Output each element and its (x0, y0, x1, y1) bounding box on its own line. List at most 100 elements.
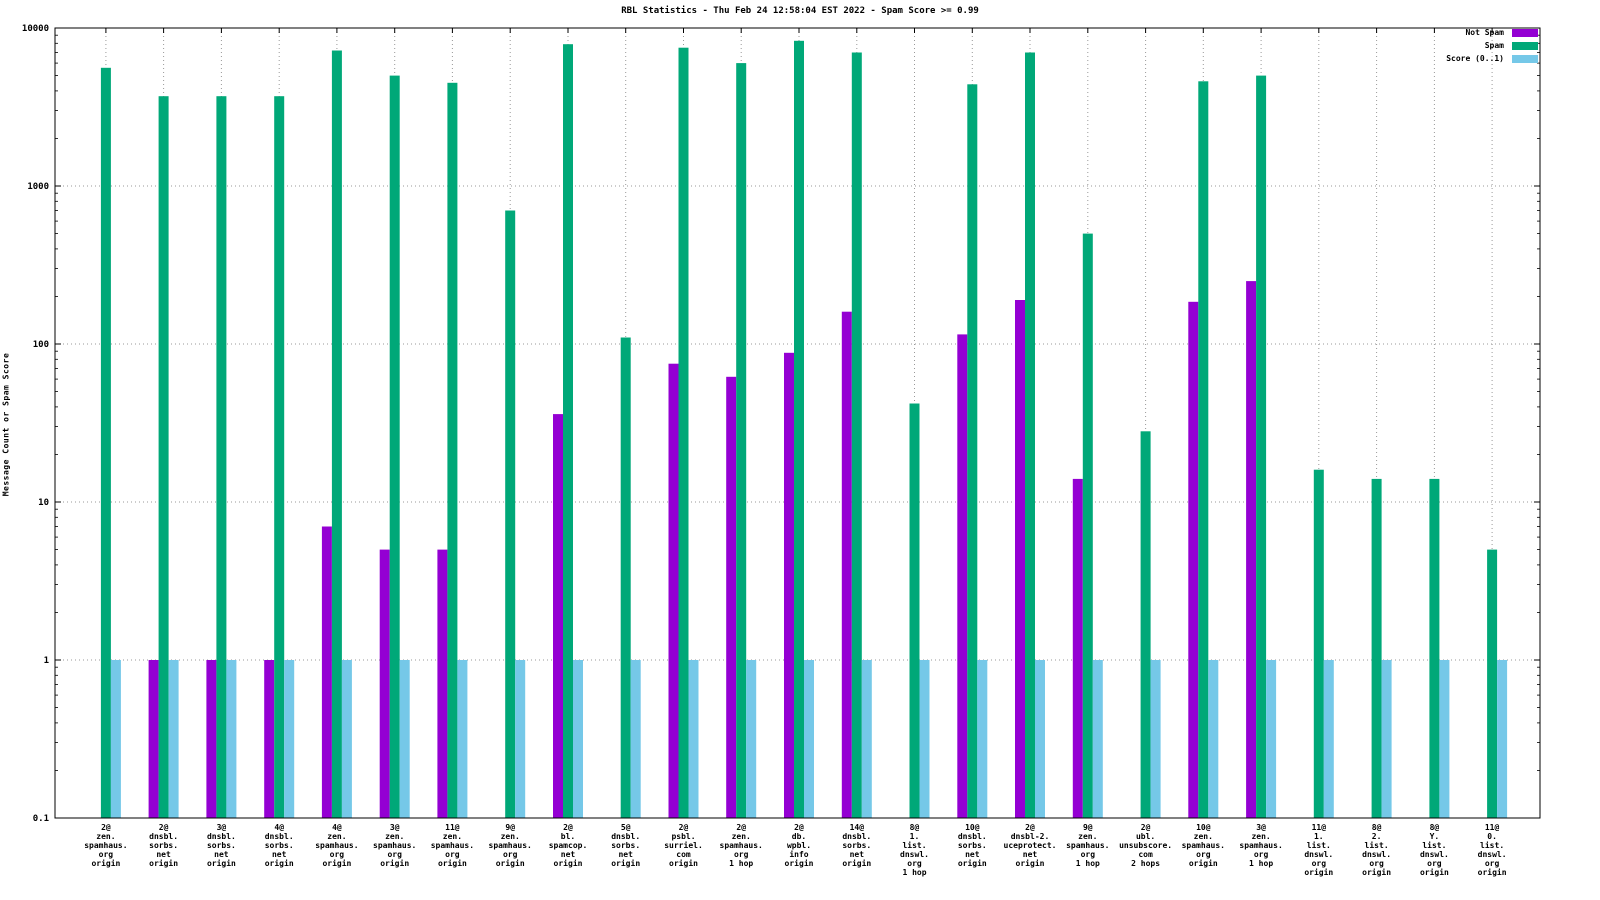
x-category-label: origin (496, 858, 525, 868)
legend-item-not-spam: Not Spam (1465, 28, 1538, 37)
x-category-label: dnsbl. (207, 832, 236, 841)
x-category-label: 8@ (1372, 823, 1382, 832)
bar-spam (1198, 81, 1209, 819)
x-category-label: net (272, 850, 287, 859)
bar-score (977, 660, 988, 818)
x-category-label: com (676, 850, 691, 859)
x-category-label: dnswl. (900, 850, 929, 859)
legend: Not Spam Spam Score (0..1) (1446, 28, 1538, 63)
bar-spam (1025, 52, 1035, 818)
legend-item-score-0-1: Score (0..1) (1446, 54, 1538, 63)
x-category-label: dnsbl. (149, 832, 178, 841)
x-category-label: 11@ (445, 823, 460, 832)
x-category-label: list. (1480, 840, 1504, 850)
x-category-label: sorbs. (149, 841, 178, 850)
x-category-label: 1 hop (1249, 859, 1273, 868)
x-category-label: origin (322, 858, 351, 868)
bar-score (284, 660, 295, 818)
x-category-label: 1. (1314, 832, 1324, 841)
x-category-label: spamhaus. (1182, 841, 1225, 850)
bar-spam (736, 63, 747, 819)
bar-spam (794, 40, 804, 819)
x-category-label: 9@ (505, 823, 515, 832)
x-category-label: origin (438, 858, 467, 868)
x-category-label: dnsbl. (958, 832, 987, 841)
bar-spam (447, 82, 458, 819)
x-category-label: 1 hop (729, 859, 753, 868)
x-category-label: spamhaus. (431, 841, 474, 850)
bar-not-spam (321, 526, 332, 818)
bar-spam (389, 75, 400, 819)
x-category-label: info (789, 849, 808, 859)
y-tick-label: 100 (33, 340, 49, 350)
x-category-label: org (387, 850, 402, 859)
x-category-label: org (1081, 850, 1096, 859)
legend-label: Not Spam (1465, 28, 1504, 37)
bar-spam (1140, 431, 1151, 818)
x-category-label: uceprotect. (1004, 841, 1057, 850)
y-tick-label: 10000 (22, 24, 49, 34)
x-category-label: dnsbl. (611, 832, 640, 841)
x-category-label: net (618, 850, 633, 859)
x-category-label: sorbs. (265, 841, 294, 850)
x-category-label: com (1138, 850, 1153, 859)
x-category-label: origin (1189, 858, 1218, 868)
x-category-label: unsubscore. (1119, 841, 1172, 850)
x-category-label: origin (91, 858, 120, 868)
y-tick-label: 1000 (27, 182, 49, 192)
bar-score (168, 660, 179, 818)
x-category-label: org (99, 850, 114, 859)
bar-score (1035, 660, 1045, 818)
x-category-label: 2@ (679, 823, 689, 832)
bar-spam (331, 50, 342, 818)
bar-not-spam (726, 376, 737, 818)
bar-score (399, 660, 410, 818)
x-category-label: 1 hop (1076, 859, 1100, 868)
x-category-label: 11@ (1312, 823, 1327, 832)
bar-spam (1313, 469, 1324, 818)
x-category-label: 10@ (965, 823, 980, 832)
bar-not-spam (1072, 478, 1083, 818)
x-category-label: zen. (443, 832, 462, 841)
x-category-label: sorbs. (842, 841, 871, 850)
x-category-label: list. (1422, 840, 1446, 850)
bar-spam (909, 403, 920, 818)
bar-spam (1487, 549, 1498, 818)
x-category-label: 8@ (1430, 823, 1440, 832)
bar-spam (620, 337, 631, 818)
x-category-label: origin (1016, 858, 1045, 868)
bar-spam (216, 96, 227, 818)
x-category-label: dnswl. (1304, 850, 1333, 859)
x-category-label: org (445, 850, 460, 859)
x-category-label: dnswl. (1420, 850, 1449, 859)
x-category-label: net (156, 850, 171, 859)
x-category-label: origin (1304, 867, 1333, 877)
x-category-label: 0. (1487, 832, 1497, 841)
x-category-label: 2@ (159, 823, 169, 832)
y-tick-label: 0.1 (33, 814, 49, 824)
bar-spam (678, 47, 689, 818)
x-category-label: zen. (501, 832, 520, 841)
bar-score (804, 660, 814, 818)
x-category-label: zen. (96, 832, 115, 841)
x-category-label: db. (792, 832, 806, 841)
x-category-label: net (561, 850, 576, 859)
bar-score (110, 660, 121, 818)
x-category-label: zen. (385, 832, 404, 841)
x-category-label: bl. (561, 832, 575, 841)
x-category-label: dnswl. (1362, 850, 1391, 859)
bar-score (1208, 660, 1219, 818)
x-category-label: 3@ (1256, 823, 1266, 832)
x-category-label: org (1196, 850, 1211, 859)
x-category-label: origin (380, 858, 409, 868)
x-category-label: zen. (732, 832, 751, 841)
bar-score (1323, 660, 1334, 818)
bar-score (1266, 660, 1277, 818)
bar-spam (1256, 75, 1267, 819)
x-category-label: 2 hops (1131, 859, 1160, 868)
bar-not-spam (957, 334, 968, 818)
bar-spam (967, 84, 978, 819)
x-category-label: 1 hop (902, 868, 926, 877)
x-category-label: net (1023, 850, 1038, 859)
